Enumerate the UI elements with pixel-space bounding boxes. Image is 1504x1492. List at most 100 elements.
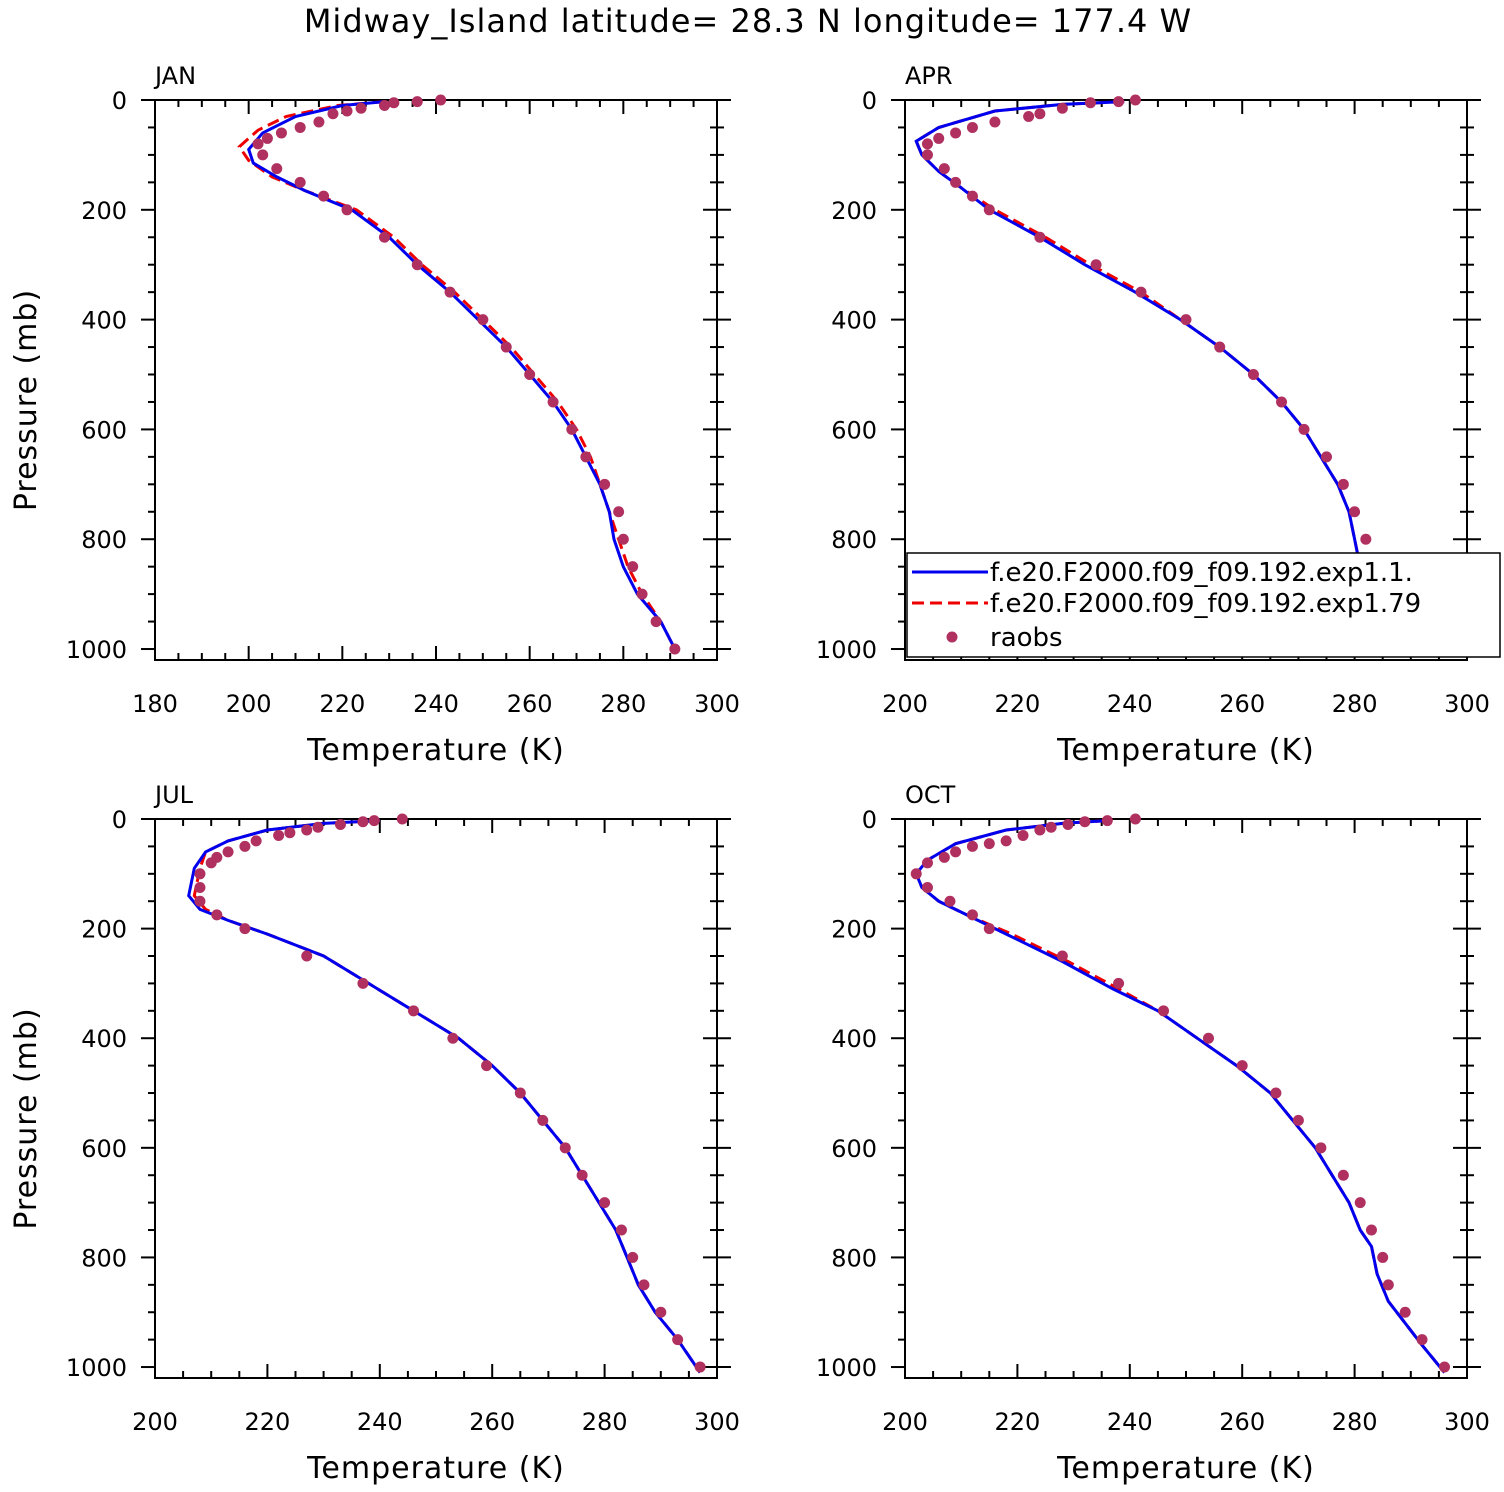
raobs-point	[933, 132, 945, 144]
raobs-point	[910, 868, 922, 880]
raobs-point	[411, 96, 423, 108]
raobs-point	[1315, 1142, 1327, 1154]
raobs-point	[388, 97, 400, 109]
x-tick-label: 300	[1444, 690, 1490, 718]
raobs-point	[559, 1142, 571, 1154]
raobs-point	[194, 895, 206, 907]
raobs-point	[514, 1087, 526, 1099]
y-tick-label: 0	[112, 87, 127, 115]
legend: f.e20.F2000.f09_f09.192.exp1.1.f.e20.F20…	[906, 552, 1501, 658]
raobs-point	[636, 588, 648, 600]
raobs-point	[1202, 1032, 1214, 1044]
y-tick-label: 200	[81, 916, 127, 944]
x-tick-label: 260	[1219, 1408, 1265, 1436]
series-line-model-1	[187, 819, 702, 1374]
raobs-point	[938, 851, 950, 863]
raobs-point	[1214, 341, 1226, 353]
x-axis-title: Temperature (K)	[1056, 1451, 1315, 1486]
x-tick-label: 240	[357, 1408, 403, 1436]
x-tick-label: 200	[132, 1408, 178, 1436]
raobs-point	[334, 818, 346, 830]
raobs-point	[301, 950, 313, 962]
raobs-point	[275, 127, 287, 139]
raobs-point	[921, 138, 933, 150]
legend-label: raobs	[990, 623, 1063, 653]
raobs-point	[396, 813, 408, 825]
x-tick-label: 220	[244, 1408, 290, 1436]
y-tick-label: 600	[831, 416, 877, 444]
raobs-point	[1354, 1197, 1366, 1209]
raobs-point	[500, 341, 512, 353]
raobs-point	[378, 99, 390, 111]
raobs-point	[950, 846, 962, 858]
raobs-point	[261, 132, 273, 144]
raobs-point	[1079, 816, 1091, 828]
y-tick-label: 400	[831, 1025, 877, 1053]
legend-box	[906, 552, 1501, 658]
raobs-point	[650, 616, 662, 628]
panel-apr: 200 220 240 260 280 300 0 200 400 600 800 1000 APR Te…	[816, 62, 1490, 768]
raobs-point	[313, 116, 325, 128]
raobs-point	[1349, 506, 1361, 518]
plot-frame	[154, 818, 718, 1379]
raobs-point	[1399, 1306, 1411, 1318]
x-tick-label: 300	[1444, 1408, 1490, 1436]
legend-label: f.e20.F2000.f09_f09.192.exp1.1.	[990, 558, 1413, 588]
raobs-point	[447, 1032, 459, 1044]
raobs-point	[273, 829, 285, 841]
x-tick-label: 280	[582, 1408, 628, 1436]
raobs-point	[1270, 1087, 1282, 1099]
raobs-point	[950, 127, 962, 139]
panel-oct: 200 220 240 260 280 300 0 200 400 600 800 1000 OCT Te…	[816, 781, 1490, 1486]
panel-label: APR	[905, 62, 953, 90]
raobs-point	[921, 857, 933, 869]
x-tick-label: 220	[994, 690, 1040, 718]
y-tick-label: 1000	[66, 636, 127, 664]
raobs-point	[368, 815, 380, 827]
x-tick-label: 300	[694, 1408, 740, 1436]
raobs-point	[613, 506, 625, 518]
raobs-point	[357, 977, 369, 989]
raobs-point	[694, 1361, 706, 1373]
raobs-point	[194, 868, 206, 880]
raobs-point	[944, 895, 956, 907]
raobs-point	[1017, 829, 1029, 841]
raobs-point	[294, 176, 306, 188]
x-tick-label: 300	[694, 690, 740, 718]
y-tick-label: 800	[81, 1244, 127, 1272]
raobs-point	[1377, 1251, 1389, 1263]
x-tick-label: 200	[882, 690, 928, 718]
raobs-point	[1337, 478, 1349, 490]
raobs-point	[1365, 1224, 1377, 1236]
x-axis-title: Temperature (K)	[1056, 733, 1315, 768]
raobs-point	[1321, 451, 1332, 463]
raobs-point	[1158, 1005, 1170, 1017]
raobs-point	[1056, 102, 1068, 114]
raobs-point	[921, 149, 933, 161]
raobs-point	[1113, 96, 1125, 108]
panel-label: JAN	[153, 62, 196, 90]
y-tick-label: 200	[81, 197, 127, 225]
raobs-point	[627, 1251, 639, 1263]
raobs-point	[1247, 369, 1259, 381]
raobs-point	[921, 882, 933, 894]
x-tick-label: 260	[469, 1408, 515, 1436]
raobs-point	[599, 1197, 611, 1209]
series-line-model-2	[914, 819, 1446, 1374]
raobs-point	[1298, 423, 1310, 435]
raobs-point	[239, 840, 251, 852]
raobs-point	[1292, 1114, 1304, 1126]
raobs-point	[1084, 97, 1096, 109]
raobs-point	[983, 838, 995, 850]
raobs-point	[252, 138, 264, 150]
raobs-point	[617, 533, 629, 545]
raobs-point	[1045, 821, 1057, 833]
y-tick-label: 600	[81, 1135, 127, 1163]
x-tick-label: 220	[319, 690, 365, 718]
raobs-point	[566, 423, 578, 435]
raobs-point	[341, 105, 353, 117]
raobs-point	[989, 116, 1001, 128]
raobs-point	[524, 369, 536, 381]
raobs-point	[357, 816, 369, 828]
y-tick-label: 800	[81, 526, 127, 554]
